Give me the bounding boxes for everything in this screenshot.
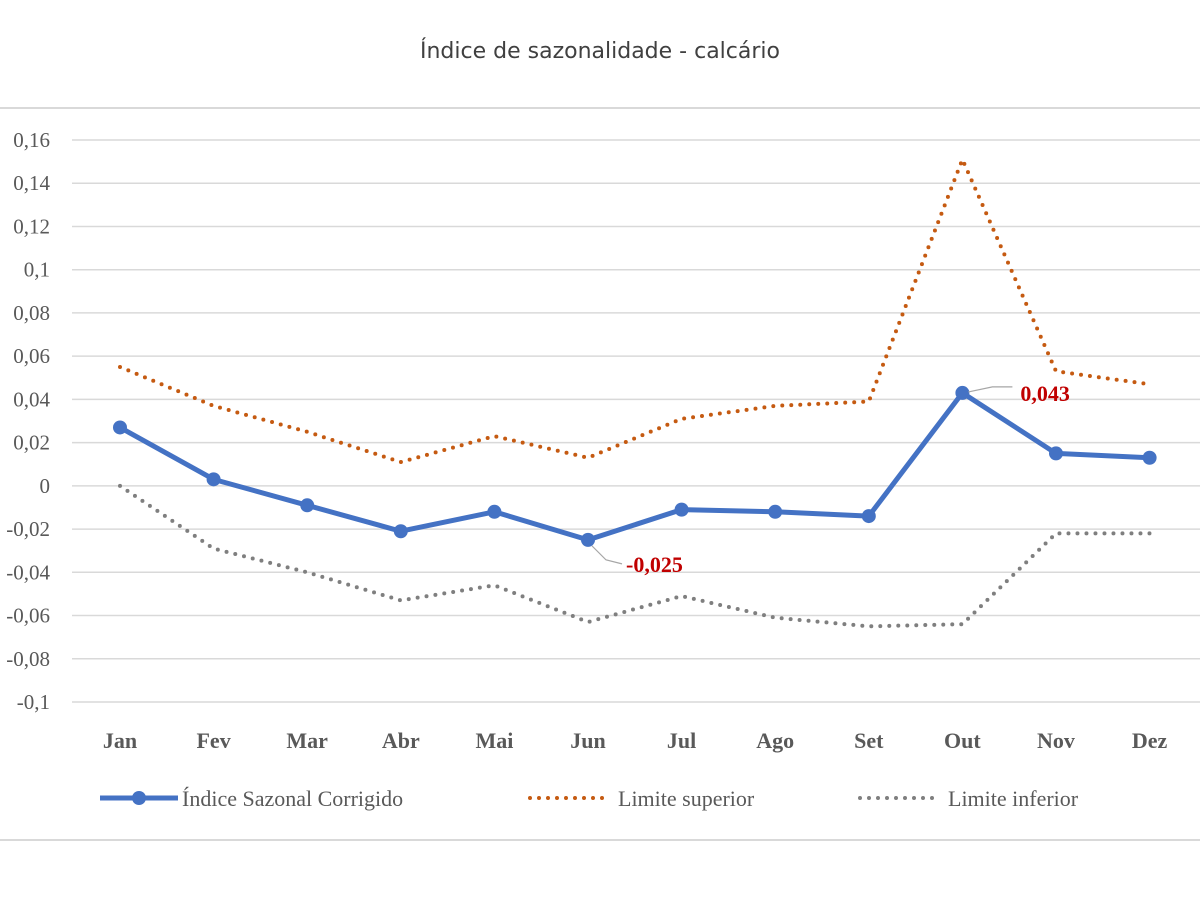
data-point [1049, 446, 1063, 461]
data-point [113, 420, 127, 435]
y-tick-label: 0,04 [13, 387, 50, 411]
y-tick-label: -0,06 [6, 604, 50, 628]
series-line-2 [118, 483, 1152, 629]
x-tick-label: Set [854, 728, 884, 753]
y-tick-label: -0,08 [6, 647, 50, 671]
leader-line [591, 545, 623, 565]
x-tick-label: Fev [196, 728, 230, 753]
x-tick-label: Jun [570, 728, 605, 753]
y-tick-label: 0,02 [13, 431, 50, 455]
data-point [300, 498, 315, 513]
legend-label: Limite superior [618, 786, 755, 811]
x-tick-label: Mar [286, 728, 328, 753]
x-tick-label: Out [944, 728, 981, 753]
data-point [487, 504, 502, 519]
series-line-1 [118, 154, 1152, 465]
y-tick-label: 0 [40, 474, 51, 498]
legend-label: Limite inferior [948, 786, 1079, 811]
data-point [674, 502, 689, 517]
leader-line [968, 386, 1013, 393]
y-tick-label: 0,08 [13, 301, 50, 325]
y-tick-label: -0,04 [6, 560, 50, 584]
x-tick-label: Mai [475, 728, 513, 753]
legend-label: Índice Sazonal Corrigido [182, 786, 403, 811]
chart-title: Índice de sazonalidade - calcário [420, 38, 780, 64]
data-point [581, 532, 595, 547]
y-tick-label: -0,02 [6, 517, 50, 541]
x-tick-label: Dez [1132, 728, 1168, 753]
y-tick-label: -0,1 [17, 690, 50, 714]
x-tick-label: Ago [756, 728, 794, 753]
data-point [393, 524, 408, 539]
data-point [1142, 450, 1157, 465]
x-tick-label: Jan [103, 728, 137, 753]
data-point [955, 385, 970, 400]
series-line-0 [118, 390, 1150, 543]
data-point [861, 509, 876, 524]
data-label: -0,025 [626, 552, 683, 577]
y-tick-label: 0,06 [13, 344, 50, 368]
x-tick-label: Nov [1037, 728, 1075, 753]
x-tick-label: Abr [382, 728, 420, 753]
y-tick-label: 0,12 [13, 214, 50, 238]
x-tick-label: Jul [667, 728, 696, 753]
data-point [206, 472, 221, 487]
data-label: 0,043 [1020, 381, 1070, 406]
y-tick-label: 0,16 [13, 128, 50, 152]
legend-marker [132, 791, 146, 805]
y-tick-label: 0,1 [24, 258, 50, 282]
data-point [768, 504, 783, 519]
y-tick-label: 0,14 [13, 171, 50, 195]
